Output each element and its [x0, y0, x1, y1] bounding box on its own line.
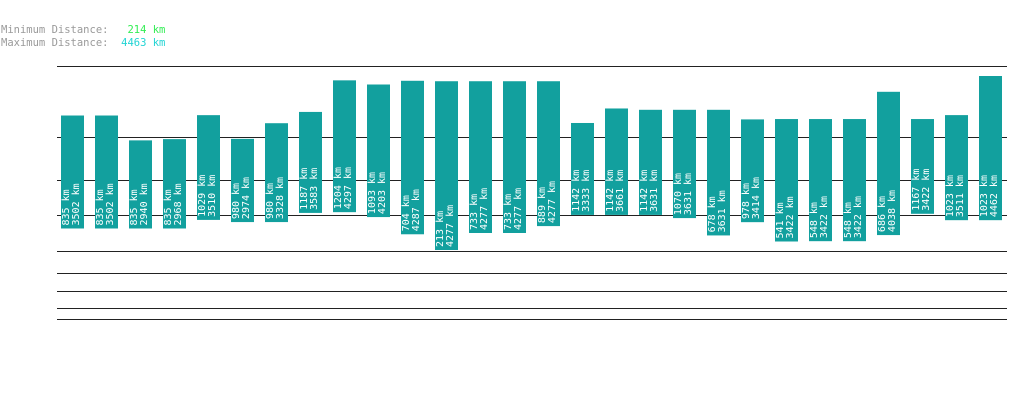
bar-max-label: 4462 km	[989, 175, 1000, 217]
bar-min-label: 213 km	[435, 211, 446, 247]
bar-min-label: 733 km	[469, 194, 480, 230]
distance-bar	[911, 119, 934, 214]
bar-max-label: 3661 km	[615, 170, 626, 212]
bar-min-label: 835 km	[129, 189, 140, 225]
distance-bar	[231, 138, 254, 223]
bar-max-label: 2974 km	[241, 177, 252, 219]
distance-bar	[537, 81, 560, 227]
bar-min-label: 835 km	[163, 189, 174, 225]
bar-min-label: 1142 km	[605, 170, 616, 212]
distance-bar	[197, 115, 220, 220]
bar-min-label: 686 km	[877, 196, 888, 232]
bar-min-label: 678 km	[707, 196, 718, 232]
bar-max-label: 2940 km	[139, 183, 150, 225]
bar-max-label: 4297 km	[343, 167, 354, 209]
bar-min-label: 1023 km	[979, 175, 990, 217]
distance-bar	[265, 123, 288, 223]
distance-bar	[741, 119, 764, 223]
bar-min-label: 1023 km	[945, 175, 956, 217]
bar-max-label: 3422 km	[853, 196, 864, 238]
bar-min-label: 1167 km	[911, 169, 922, 211]
distance-bar	[843, 119, 866, 242]
distance-bar	[979, 76, 1002, 221]
bar-min-label: 835 km	[61, 189, 72, 225]
bar-max-label: 3414 km	[751, 177, 762, 219]
bar-min-label: 1093 km	[367, 172, 378, 214]
bar-max-label: 4038 km	[887, 190, 898, 232]
bar-max-label: 3631 km	[683, 173, 694, 215]
max-distance-label: Maximum Distance:	[1, 37, 109, 49]
distance-stats: Minimum Distance: 214 km Maximum Distanc…	[1, 24, 165, 50]
distance-bar	[333, 80, 356, 213]
bar-min-label: 980 km	[265, 183, 276, 219]
distance-bar	[299, 111, 322, 213]
distance-bar	[367, 84, 390, 218]
bar-max-label: 3511 km	[955, 175, 966, 217]
bar-max-label: 4277 km	[479, 188, 490, 230]
distance-bar	[163, 139, 186, 229]
bar-max-label: 2968 km	[173, 183, 184, 225]
distance-bar	[401, 80, 424, 235]
bar-max-label: 3422 km	[921, 169, 932, 211]
bar-max-label: 4287 km	[411, 189, 422, 231]
bar-max-label: 4203 km	[377, 172, 388, 214]
distance-bar	[469, 81, 492, 233]
distance-bar	[673, 109, 696, 219]
bar-min-label: 1070 km	[673, 173, 684, 215]
bar-min-label: 1029 km	[197, 175, 208, 217]
distance-bar	[503, 81, 526, 233]
bar-max-label: 4277 km	[547, 181, 558, 223]
bar-max-label: 3328 km	[275, 177, 286, 219]
distance-bar	[435, 81, 458, 250]
distance-bar	[61, 115, 84, 229]
bar-max-label: 3502 km	[105, 183, 116, 225]
bar-min-label: 980 km	[231, 183, 242, 219]
bar-max-label: 3631 km	[717, 190, 728, 232]
bar-max-label: 3631 km	[649, 170, 660, 212]
distance-bar	[571, 122, 594, 215]
distance-bar	[945, 115, 968, 221]
distance-bar	[95, 115, 118, 229]
bar-min-label: 1187 km	[299, 168, 310, 210]
bar-min-label: 704 km	[401, 195, 412, 231]
bar-max-label: 4277 km	[445, 205, 456, 247]
distance-bar	[639, 109, 662, 215]
bar-min-label: 1204 km	[333, 167, 344, 209]
distance-bar	[809, 119, 832, 242]
distance-bar	[877, 91, 900, 236]
bar-min-label: 548 km	[843, 202, 854, 238]
bar-max-label: 3422 km	[819, 196, 830, 238]
bar-max-label: 3510 km	[207, 175, 218, 217]
min-distance-value: 214 km	[127, 24, 166, 36]
bar-max-label: 3333 km	[581, 170, 592, 212]
max-distance-value: 4463 km	[121, 37, 166, 49]
bar-max-label: 3422 km	[785, 196, 796, 238]
bar-min-label: 733 km	[503, 194, 514, 230]
bar-min-label: 1142 km	[571, 170, 582, 212]
bar-max-label: 3583 km	[309, 168, 320, 210]
bar-max-label: 4277 km	[513, 188, 524, 230]
min-distance-label: Minimum Distance:	[1, 24, 109, 36]
bar-min-label: 978 km	[741, 183, 752, 219]
distance-bar	[775, 119, 798, 242]
distance-bar	[605, 108, 628, 215]
distance-bar	[707, 109, 730, 236]
bar-min-label: 541 km	[775, 202, 786, 238]
bar-min-label: 1142 km	[639, 170, 650, 212]
bar-max-label: 3502 km	[71, 183, 82, 225]
bar-min-label: 889 km	[537, 187, 548, 223]
bar-min-label: 548 km	[809, 202, 820, 238]
bar-min-label: 835 km	[95, 189, 106, 225]
distance-bar	[129, 140, 152, 229]
